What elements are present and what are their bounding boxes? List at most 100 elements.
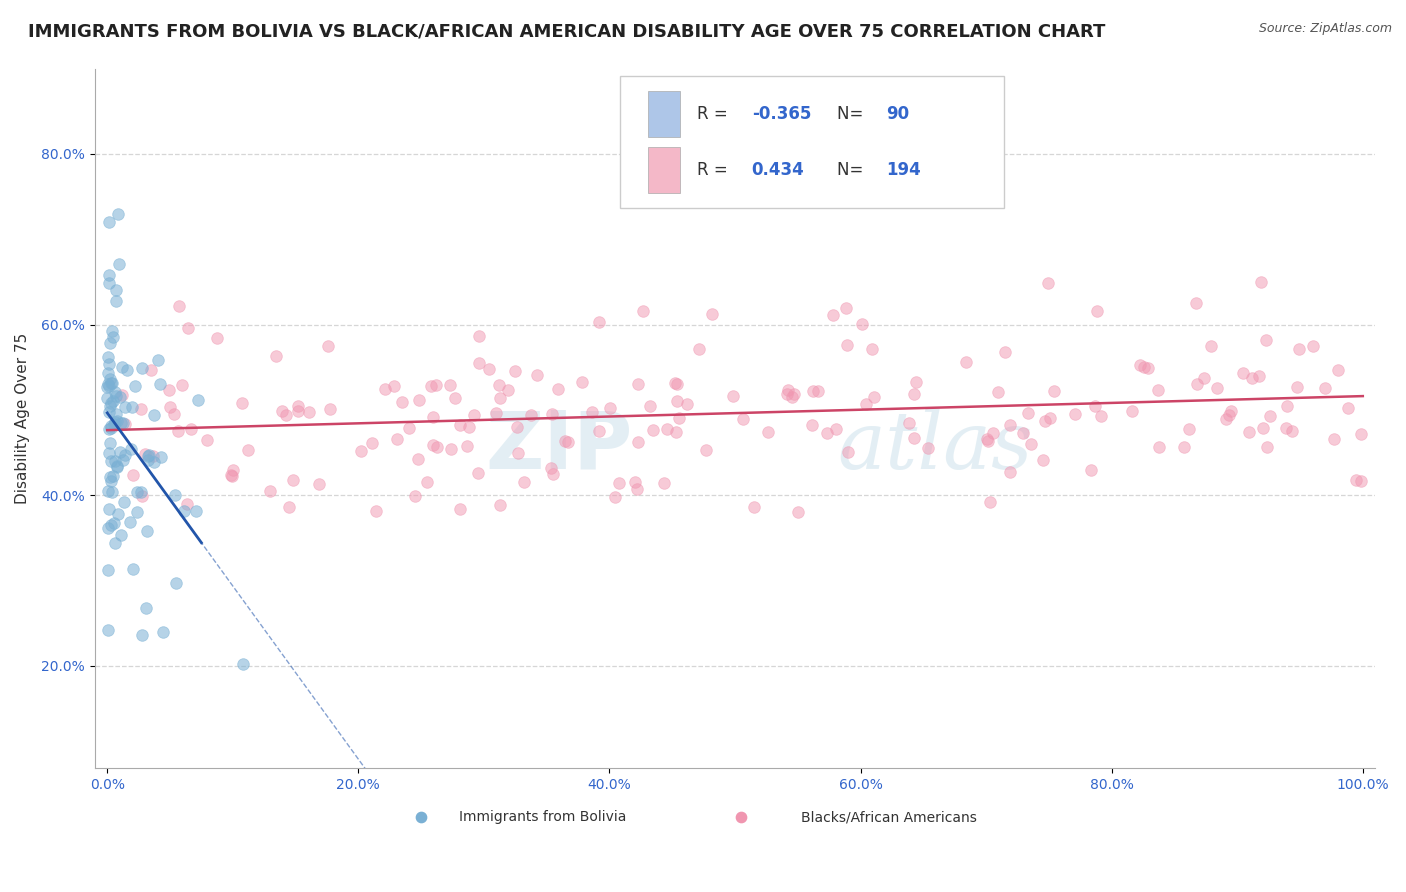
Point — [104, 385, 127, 400]
Point — [422, 437, 444, 451]
Point — [1147, 440, 1170, 454]
Point — [1133, 359, 1156, 374]
Point — [1337, 401, 1360, 415]
Point — [905, 375, 928, 389]
Point — [1315, 381, 1337, 395]
Point — [98, 469, 121, 483]
Point — [98, 372, 121, 386]
Point — [733, 412, 755, 426]
Point — [860, 342, 883, 356]
Point — [205, 331, 228, 345]
Point — [1021, 437, 1043, 451]
Point — [97, 358, 120, 372]
Point — [117, 363, 139, 377]
Point — [221, 467, 243, 482]
Point — [756, 425, 779, 439]
Point — [1240, 371, 1263, 385]
Point — [124, 379, 146, 393]
Text: N=: N= — [838, 161, 869, 179]
Point — [1323, 432, 1346, 446]
Point — [120, 442, 142, 456]
Point — [238, 443, 260, 458]
Point — [121, 400, 143, 414]
Point — [163, 488, 186, 502]
Point — [1350, 427, 1372, 442]
Point — [1146, 383, 1168, 397]
Point — [122, 468, 145, 483]
Point — [167, 299, 190, 313]
Point — [506, 446, 529, 460]
Point — [485, 406, 508, 420]
Point — [1288, 343, 1310, 357]
Point — [134, 447, 156, 461]
Point — [801, 418, 824, 433]
Point — [665, 425, 688, 440]
Point — [97, 350, 120, 364]
Point — [97, 624, 120, 638]
Point — [675, 397, 697, 411]
Point — [1184, 296, 1206, 310]
Point — [981, 425, 1004, 440]
Point — [581, 405, 603, 419]
Point — [851, 317, 873, 331]
Point — [498, 383, 520, 397]
Point — [1136, 360, 1159, 375]
Point — [111, 417, 134, 431]
Point — [1232, 366, 1254, 380]
Point — [863, 390, 886, 404]
Point — [1084, 400, 1107, 414]
Point — [444, 391, 467, 405]
Point — [107, 207, 129, 221]
Point — [416, 889, 439, 892]
FancyBboxPatch shape — [620, 76, 1004, 209]
Point — [835, 301, 858, 315]
Point — [129, 402, 152, 417]
Point — [111, 388, 134, 402]
Point — [1173, 441, 1195, 455]
Point — [98, 404, 121, 418]
Point — [456, 439, 478, 453]
Point — [1017, 406, 1039, 420]
Point — [422, 409, 444, 424]
Point — [384, 379, 406, 393]
Point — [1285, 380, 1308, 394]
Point — [776, 383, 799, 397]
Point — [1215, 411, 1237, 425]
Point — [104, 415, 127, 429]
Point — [101, 324, 124, 338]
Point — [1178, 422, 1201, 436]
Point — [1258, 409, 1281, 424]
Point — [103, 516, 125, 530]
Point — [98, 215, 121, 229]
Point — [408, 392, 430, 407]
Point — [463, 409, 485, 423]
Point — [801, 384, 824, 398]
FancyBboxPatch shape — [648, 91, 681, 136]
Point — [1064, 407, 1087, 421]
Point — [100, 453, 122, 467]
Point — [163, 407, 186, 421]
Point — [276, 408, 298, 422]
Point — [187, 393, 209, 408]
FancyBboxPatch shape — [648, 147, 681, 193]
Point — [837, 445, 859, 459]
Point — [98, 399, 121, 413]
Point — [374, 382, 396, 396]
Point — [553, 434, 575, 448]
Point — [114, 448, 136, 462]
Point — [1256, 333, 1278, 347]
Point — [103, 469, 125, 483]
Point — [1032, 453, 1054, 467]
Point — [855, 397, 877, 411]
Point — [138, 449, 160, 463]
Point — [1192, 371, 1215, 385]
Point — [513, 475, 536, 490]
Point — [122, 562, 145, 576]
Point — [700, 307, 723, 321]
Point — [111, 453, 134, 467]
Point — [110, 417, 132, 431]
Point — [195, 433, 218, 447]
Point — [146, 352, 169, 367]
Point — [1199, 338, 1222, 352]
Point — [232, 657, 254, 672]
